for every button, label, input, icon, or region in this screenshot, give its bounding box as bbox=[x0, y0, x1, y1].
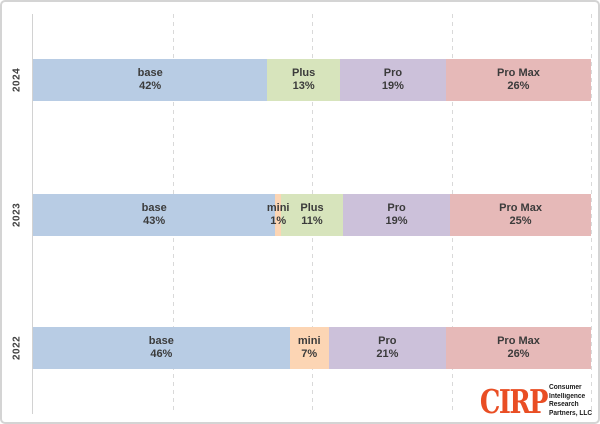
segment-2022-pro: Pro 21% bbox=[328, 327, 446, 369]
segment-label: mini 1% bbox=[266, 202, 290, 227]
segment-label: base 43% bbox=[141, 202, 167, 227]
segment-2022-mini: mini 7% bbox=[289, 327, 329, 369]
year-label-2022: 2022 bbox=[11, 335, 23, 361]
segment-2024-pro: Pro 19% bbox=[339, 59, 446, 101]
year-label-2023: 2023 bbox=[11, 202, 23, 228]
segment-2023-pro: Pro 19% bbox=[343, 194, 451, 236]
cirp-logo: CIRP Consumer Intelligence Research Partner… bbox=[461, 384, 595, 418]
y-axis-line bbox=[32, 14, 33, 414]
segment-2023-pro-max: Pro Max 25% bbox=[450, 194, 591, 236]
segment-2023-mini: mini 1% bbox=[267, 194, 289, 236]
year-label-2024: 2024 bbox=[11, 67, 23, 93]
segment-label: Plus 13% bbox=[292, 67, 316, 92]
segment-label: mini 7% bbox=[297, 335, 321, 360]
stacked-bar-2023: base 43% mini 1% Plus 11% Pro 19% Pro Max 25% bbox=[33, 194, 591, 236]
segment-label: Pro 19% bbox=[381, 67, 404, 92]
segment-2022-base: base 46% bbox=[33, 327, 290, 369]
segment-label: Plus 11% bbox=[300, 202, 324, 227]
cirp-logo-org-line: Research bbox=[549, 401, 579, 408]
stacked-bar-2024: base 42% Plus 13% Pro 19% Pro Max 26% bbox=[33, 59, 591, 101]
cirp-logo-org-line: Partners, LLC bbox=[549, 409, 593, 417]
segment-label: Pro Max 26% bbox=[497, 67, 540, 92]
segment-label: base 46% bbox=[148, 335, 174, 360]
cirp-logo-org-line: Consumer bbox=[549, 384, 582, 391]
cirp-logo-org-line: Intelligence bbox=[549, 392, 586, 400]
segment-label: Pro Max 25% bbox=[499, 202, 542, 227]
segment-2023-base: base 43% bbox=[33, 194, 276, 236]
segment-label: base 42% bbox=[137, 67, 163, 92]
gridline-100pct bbox=[591, 14, 592, 414]
segment-2024-base: base 42% bbox=[33, 59, 268, 101]
segment-2023-plus: Plus 11% bbox=[281, 194, 343, 236]
segment-label: Pro 19% bbox=[385, 202, 408, 227]
cirp-logo-text: CIRP bbox=[480, 381, 549, 421]
segment-2024-plus: Plus 13% bbox=[267, 59, 340, 101]
segment-2022-pro-max: Pro Max 26% bbox=[445, 327, 592, 369]
stacked-bar-2022: base 46% mini 7% Pro 21% Pro Max 26% bbox=[33, 327, 592, 369]
cirp-logo-org: Consumer Intelligence Research Partners, LL… bbox=[549, 384, 595, 418]
segment-2024-pro-max: Pro Max 26% bbox=[445, 59, 591, 101]
segment-label: Pro 21% bbox=[376, 335, 399, 360]
segment-label: Pro Max 26% bbox=[497, 335, 540, 360]
